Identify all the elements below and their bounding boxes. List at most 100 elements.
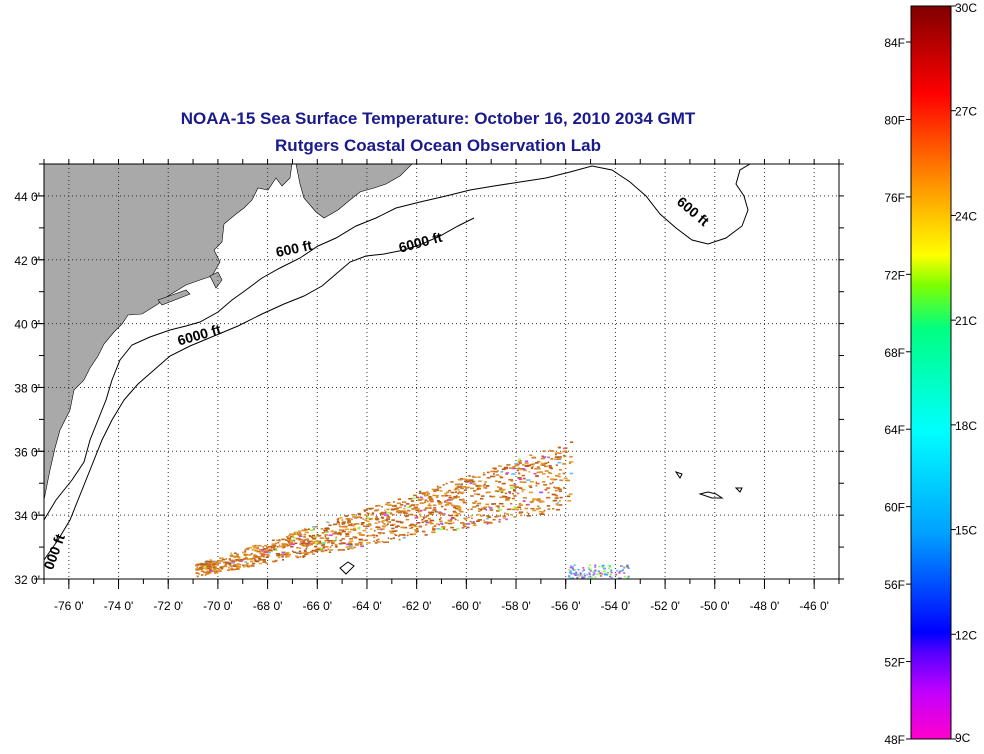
- sst-pixel: [211, 564, 215, 567]
- sst-pixel: [387, 523, 389, 525]
- sst-pixel: [516, 469, 519, 472]
- sst-pixel: [539, 491, 544, 494]
- sst-pixel: [321, 532, 325, 534]
- sst-pixel: [626, 576, 629, 579]
- sst-pixel: [425, 521, 429, 524]
- sst-pixel: [532, 509, 537, 512]
- sst-pixel: [520, 514, 523, 517]
- sst-pixel: [444, 501, 446, 503]
- sst-pixel: [334, 538, 337, 540]
- sst-pixel: [415, 496, 420, 499]
- sst-pixel: [541, 511, 545, 513]
- sst-pixel: [243, 558, 248, 560]
- sst-pixel: [358, 526, 361, 529]
- sst-pixel: [381, 517, 384, 520]
- sst-pixel: [555, 464, 558, 466]
- sst-pixel: [513, 485, 518, 488]
- sst-pixel: [398, 511, 403, 514]
- sst-pixel: [463, 523, 468, 525]
- sst-pixel: [337, 533, 342, 535]
- sst-pixel: [436, 511, 441, 514]
- sst-pixel: [326, 528, 330, 530]
- sst-pixel: [339, 539, 343, 542]
- sst-pixel: [211, 560, 215, 563]
- sst-pixel: [546, 505, 551, 507]
- sst-pixel: [524, 507, 529, 510]
- sst-pixel: [354, 523, 360, 525]
- sst-pixel: [361, 543, 364, 546]
- sst-pixel: [604, 573, 606, 576]
- sst-pixel: [501, 482, 506, 485]
- sst-pixel: [558, 446, 561, 449]
- sst-pixel: [259, 552, 264, 555]
- sst-pixel: [261, 550, 263, 552]
- colorbar-f-label: 72F: [884, 268, 905, 282]
- sst-pixel: [472, 476, 477, 478]
- sst-pixel: [466, 526, 470, 529]
- sst-pixel: [487, 516, 492, 518]
- sst-pixel: [265, 562, 268, 564]
- sst-pixel: [557, 461, 562, 464]
- sst-pixel: [313, 536, 317, 539]
- sst-pixel: [478, 510, 481, 512]
- sst-pixel: [258, 549, 263, 551]
- sst-pixel: [219, 566, 223, 568]
- sst-pixel: [479, 508, 482, 511]
- sst-pixel: [572, 569, 575, 571]
- sst-pixel: [297, 533, 303, 536]
- sst-pixel: [454, 518, 457, 521]
- sst-pixel: [510, 480, 514, 482]
- sst-pixel: [458, 486, 462, 489]
- sst-pixel: [581, 570, 584, 572]
- sst-pixel: [472, 524, 477, 527]
- sst-pixel: [463, 489, 467, 491]
- sst-pixel: [438, 511, 442, 513]
- sst-pixel: [254, 549, 258, 552]
- sst-pixel: [324, 535, 327, 538]
- sst-pixel: [418, 525, 422, 528]
- sst-pixel: [282, 559, 284, 561]
- sst-pixel: [602, 566, 604, 568]
- sst-pixel: [523, 468, 526, 470]
- sst-pixel: [208, 571, 211, 574]
- sst-pixel: [524, 462, 529, 464]
- sst-pixel: [327, 548, 330, 550]
- sst-pixel: [393, 501, 396, 503]
- sst-pixel: [442, 484, 445, 486]
- sst-pixel: [528, 485, 532, 487]
- sst-pixel: [441, 495, 446, 497]
- sst-pixel: [375, 505, 378, 507]
- sst-pixel: [538, 507, 542, 509]
- sst-pixel: [208, 562, 213, 564]
- sst-pixel: [296, 551, 299, 554]
- sst-pixel: [221, 566, 224, 568]
- sst-pixel: [535, 462, 539, 464]
- sst-pixel: [607, 564, 610, 567]
- sst-pixel: [460, 487, 464, 490]
- sst-pixel: [277, 556, 281, 559]
- sst-pixel: [433, 525, 437, 527]
- sst-pixel: [327, 521, 330, 524]
- sst-pixel: [594, 566, 597, 568]
- sst-pixel: [452, 522, 455, 524]
- nova-scotia-land: [295, 164, 413, 219]
- sst-pixel: [278, 545, 281, 548]
- sst-pixel: [234, 565, 239, 568]
- sst-pixel: [408, 524, 412, 527]
- sst-pixel: [251, 557, 256, 560]
- sst-pixel: [315, 545, 318, 548]
- sst-pixel: [571, 568, 574, 570]
- sst-pixel: [305, 547, 308, 550]
- sst-pixel: [464, 518, 467, 521]
- sst-pixel: [436, 489, 440, 491]
- sst-pixel: [439, 528, 444, 530]
- sst-pixel: [212, 566, 216, 569]
- sst-pixel: [414, 517, 419, 519]
- sst-pixel: [376, 528, 381, 530]
- sst-pixel: [331, 544, 333, 547]
- sst-pixel: [233, 564, 237, 566]
- sst-pixel: [278, 539, 281, 541]
- sst-pixel: [498, 518, 501, 521]
- sst-pixel: [430, 522, 434, 525]
- sst-pixel: [518, 503, 522, 506]
